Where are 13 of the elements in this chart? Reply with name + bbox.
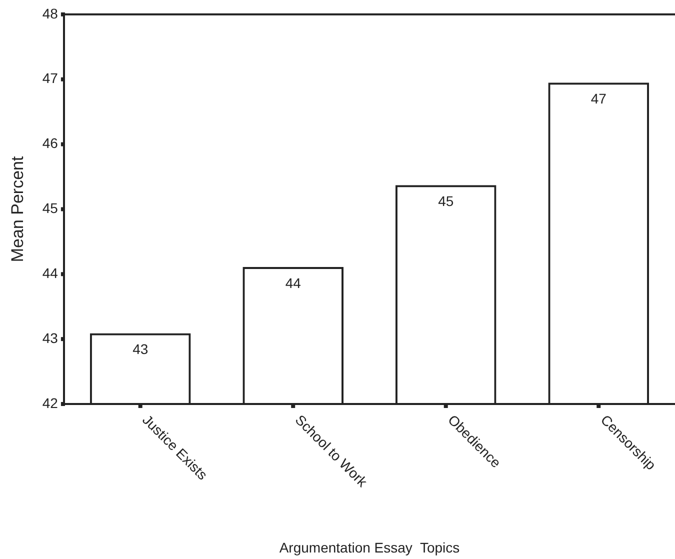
x-axis-title: Argumentation Essay Topics: [279, 539, 460, 556]
y-tick-label: 43: [42, 330, 58, 346]
data-label: 47: [590, 90, 607, 106]
y-tick-label: 45: [42, 200, 58, 216]
y-tick-label: 47: [42, 70, 58, 86]
y-tick-label: 42: [42, 394, 58, 411]
y-tick-label: 48: [42, 5, 58, 22]
y-tick-label: 44: [42, 264, 58, 281]
data-label: 43: [132, 341, 148, 358]
y-tick-label: 46: [42, 135, 58, 152]
data-label: 45: [438, 193, 454, 210]
data-label: 44: [285, 274, 302, 291]
y-axis-title: Mean Percent: [8, 156, 27, 262]
